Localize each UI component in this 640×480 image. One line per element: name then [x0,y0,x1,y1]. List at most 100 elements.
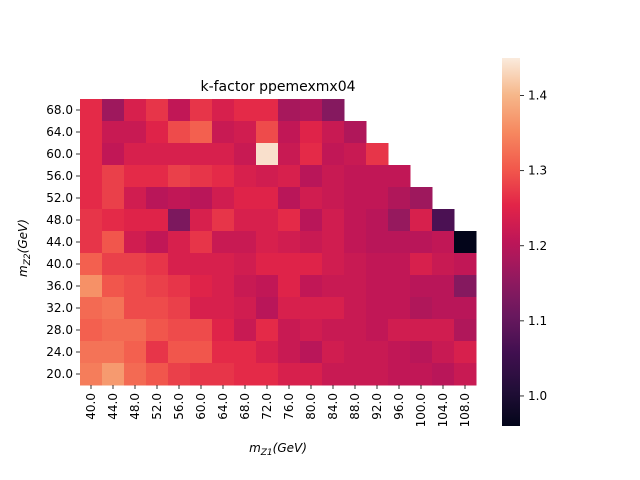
heatmap-cell [124,187,147,210]
heatmap-cell [432,275,455,298]
heatmap-cell [300,319,323,342]
heatmap-cell [102,363,125,386]
heatmap-cell [322,275,345,298]
y-tick-label: 28.0 [46,323,73,337]
heatmap-cell [234,363,257,386]
colorbar [502,58,520,426]
heatmap-cell [278,319,301,342]
heatmap-cell [168,275,191,298]
x-tick-label: 108.0 [458,393,472,427]
heatmap-cell [256,297,279,320]
heatmap-cell [322,143,345,166]
heatmap-cell [366,297,389,320]
heatmap-cell [366,209,389,232]
x-tick-label: 72.0 [260,393,274,420]
heatmap-cell [300,209,323,232]
heatmap-cell [344,209,367,232]
heatmap-cell [146,363,169,386]
heatmap-cell [234,253,257,276]
heatmap-cell [322,319,345,342]
heatmap-cell [278,187,301,210]
heatmap-cell [234,231,257,254]
y-tick-label: 56.0 [46,169,73,183]
heatmap-cell [344,297,367,320]
heatmap-cell [234,143,257,166]
heatmap-cell [366,363,389,386]
y-tick-label: 24.0 [46,345,73,359]
x-tick-label: 84.0 [326,393,340,420]
heatmap-cell [388,187,411,210]
heatmap-cell [102,143,125,166]
heatmap-cell [366,187,389,210]
colorbar-ticks: 1.0 1.1 1.2 1.3 1.4 [520,89,547,403]
heatmap-cell [190,253,213,276]
heatmap-cell [102,209,125,232]
heatmap-cell [124,143,147,166]
heatmap-cell [278,275,301,298]
heatmap-cell [146,341,169,364]
heatmap-cell [212,297,235,320]
heatmap-cell [212,341,235,364]
heatmap-cell [102,99,125,122]
heatmap-cell [366,143,389,166]
heatmap-cell [234,99,257,122]
heatmap-cell [410,319,433,342]
heatmap-cell [388,297,411,320]
heatmap-cell [234,319,257,342]
heatmap-cell [278,121,301,144]
heatmap-cell [278,99,301,122]
x-tick-label: 92.0 [370,393,384,420]
heatmap-cell [124,363,147,386]
heatmap-cell [322,121,345,144]
heatmap-cell [322,165,345,188]
heatmap-cell [190,297,213,320]
heatmap-cell [168,121,191,144]
heatmap-cell [410,363,433,386]
heatmap-cell [80,165,103,188]
heatmap-cell [146,275,169,298]
y-tick-label: 68.0 [46,103,73,117]
heatmap-cell [410,275,433,298]
heatmap-cell [80,341,103,364]
heatmap-cell [256,275,279,298]
heatmap-cell [388,231,411,254]
colorbar-tick-label: 1.4 [528,89,547,103]
heatmap-cell [366,231,389,254]
heatmap-cell [256,165,279,188]
heatmap-cell [278,297,301,320]
heatmap-cell [300,187,323,210]
x-tick-label: 68.0 [238,393,252,420]
heatmap-cell [300,275,323,298]
heatmap-cell [256,99,279,122]
heatmap-cell [388,341,411,364]
heatmap-cell [102,297,125,320]
heatmap-cell [300,165,323,188]
heatmap-cell [212,275,235,298]
heatmap-cell [102,319,125,342]
x-tick-label: 88.0 [348,393,362,420]
heatmap-cell [212,143,235,166]
heatmap-cell [124,297,147,320]
heatmap-cell [322,297,345,320]
heatmap-cell [212,99,235,122]
colorbar-tick-label: 1.3 [528,164,547,178]
heatmap-cell [168,187,191,210]
heatmap-cell [410,253,433,276]
x-tick-label: 52.0 [150,393,164,420]
heatmap-cell [212,363,235,386]
heatmap-cell [454,253,477,276]
heatmap-cell [80,143,103,166]
heatmap-cell [80,275,103,298]
heatmap-cell [146,319,169,342]
heatmap-cell [234,209,257,232]
heatmap-cell [388,165,411,188]
heatmap-cell [124,319,147,342]
heatmap-cell [146,209,169,232]
heatmap-cell [190,99,213,122]
heatmap-cell [102,165,125,188]
heatmap-cell [124,99,147,122]
heatmap-cell [212,319,235,342]
heatmap-cell [432,297,455,320]
heatmap-cell [388,275,411,298]
